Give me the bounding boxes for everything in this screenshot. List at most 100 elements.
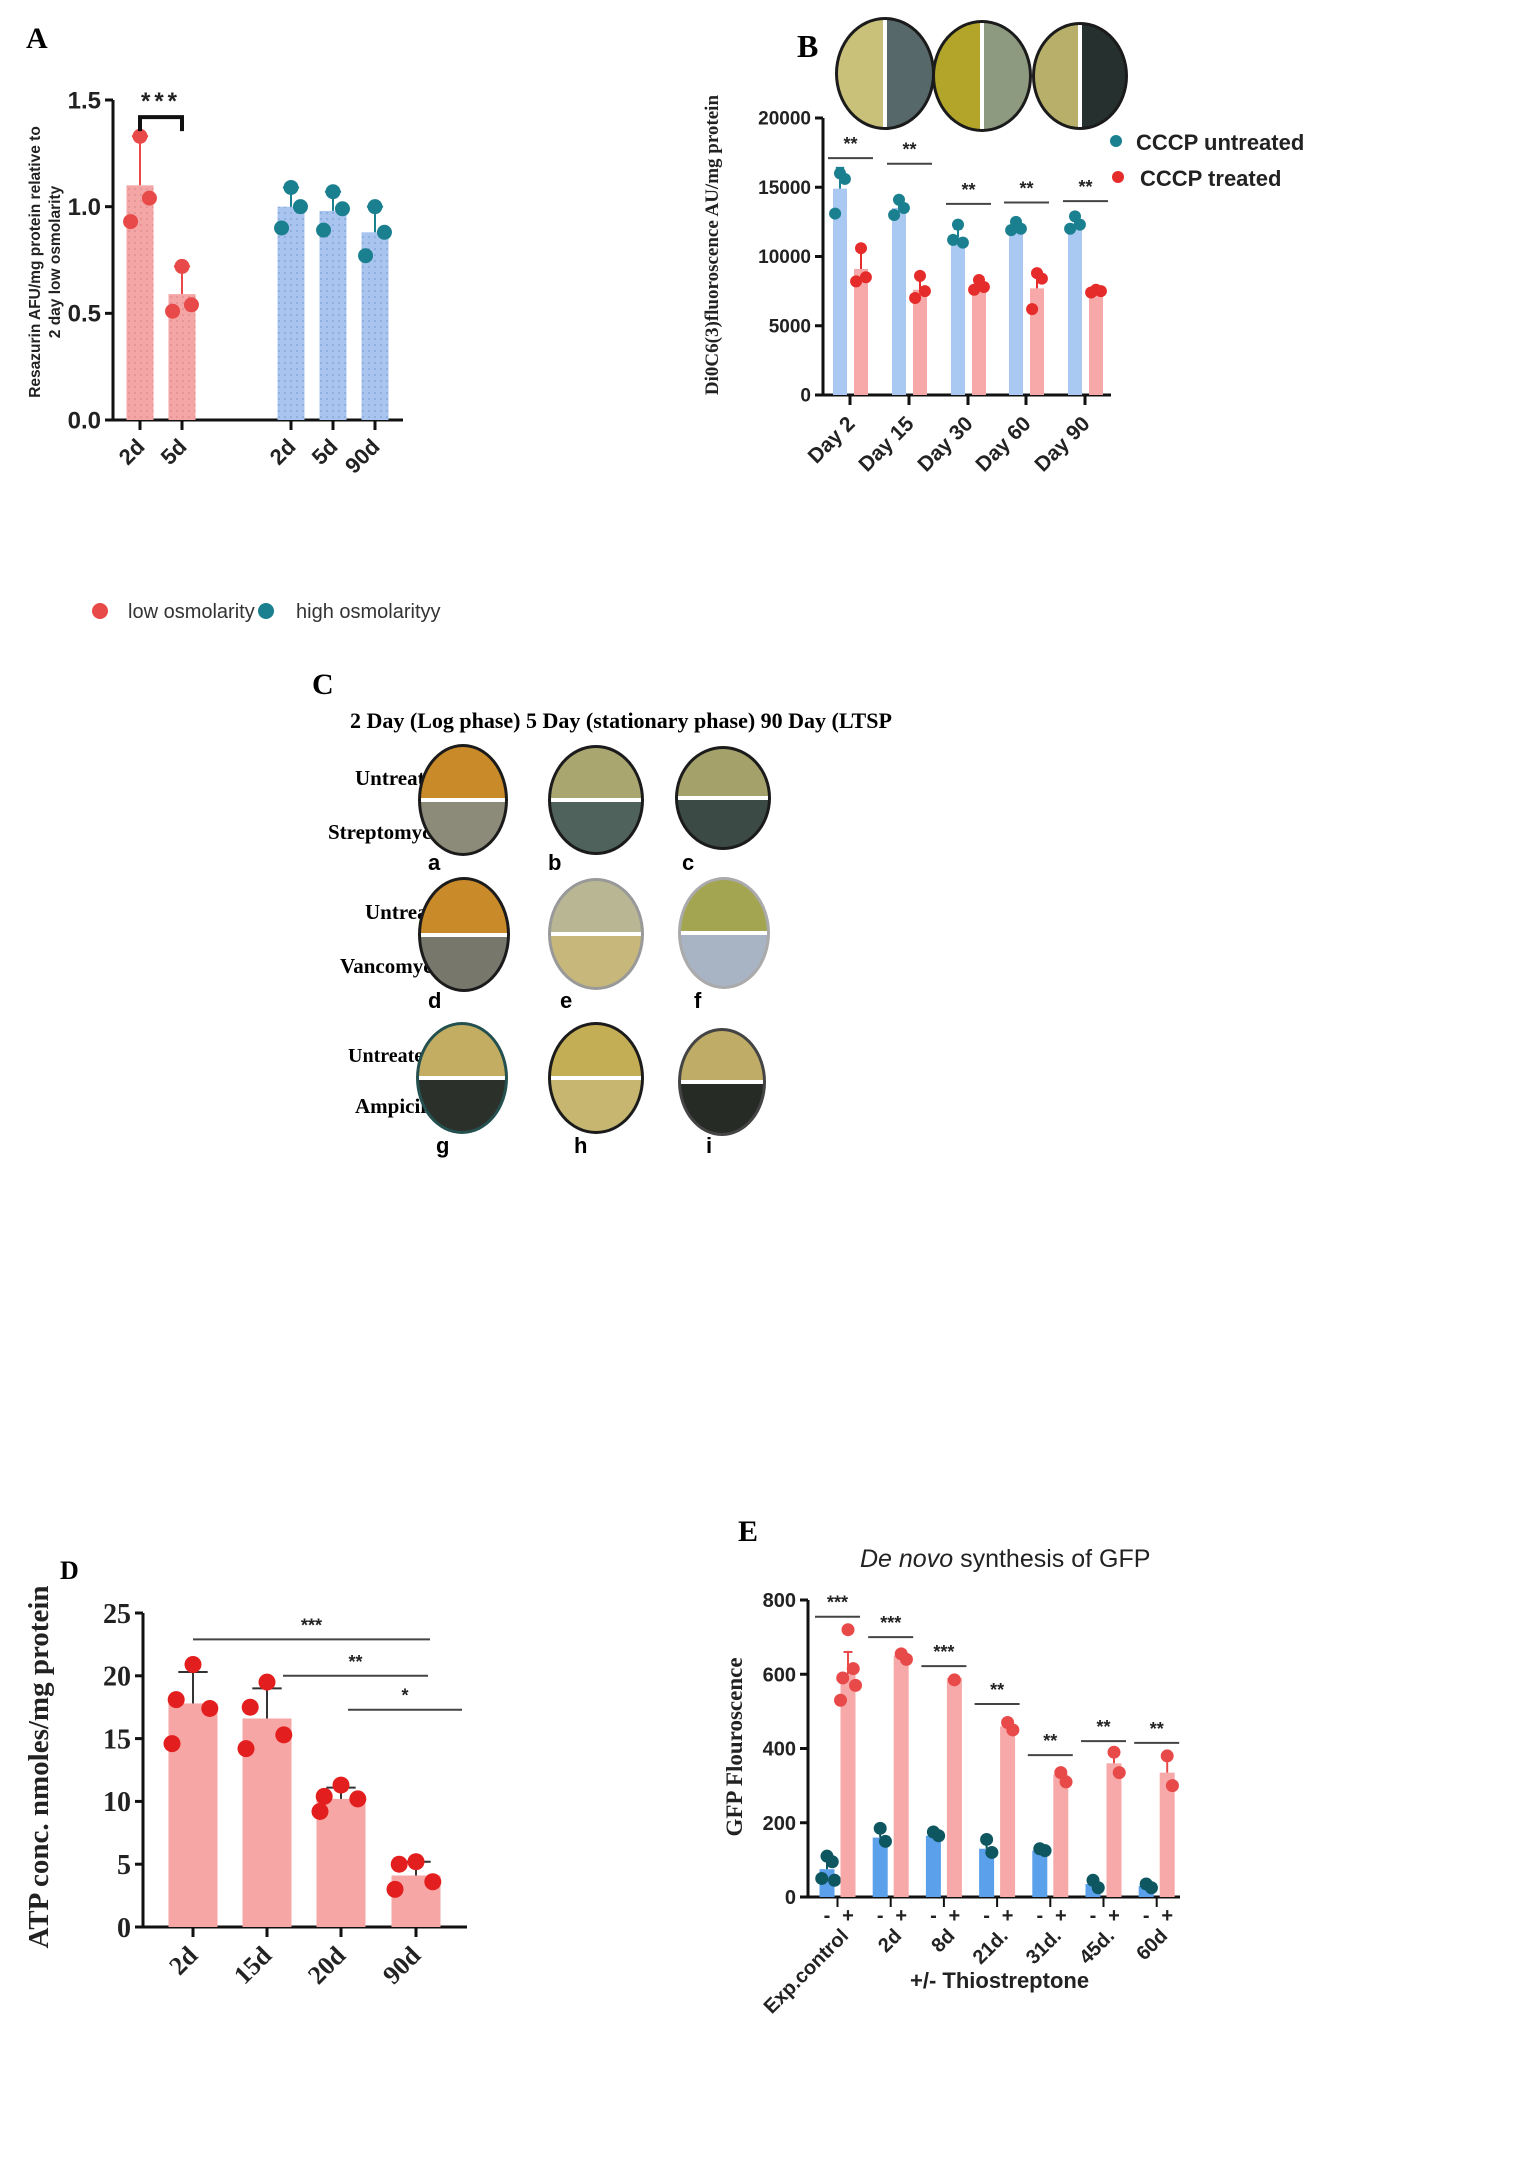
b-x-category-label: Day 15 <box>854 412 918 476</box>
plate-label-i: i <box>706 1133 713 1158</box>
a-legend-label-low: low osmolarity <box>128 601 255 623</box>
b-data-point <box>1026 303 1039 316</box>
panel-c-title: 2 Day (Log phase) 5 Day (stationary phas… <box>350 708 892 733</box>
b-data-point <box>888 208 901 221</box>
b-x-category-label: Day 30 <box>913 412 977 476</box>
plate-c <box>675 746 771 850</box>
b-data-point <box>850 275 863 288</box>
d-y-axis-label: ATP conc. nmoles/mg protein <box>23 1585 55 1948</box>
b-data-point <box>914 269 926 282</box>
plate-a <box>418 744 508 856</box>
a-data-point <box>292 199 308 215</box>
panel-letter-e: E <box>738 1515 759 1548</box>
e-significance-stars: ** <box>1096 1717 1110 1737</box>
panel-e-title: De novo synthesis of GFP <box>860 1545 1150 1574</box>
plate-b3 <box>1032 22 1128 130</box>
a-data-point <box>316 222 332 238</box>
b-data-point <box>859 271 872 284</box>
e-significance-stars: ** <box>990 1680 1004 1700</box>
b-y-tick-label: 0 <box>800 386 811 407</box>
a-data-point <box>367 199 383 215</box>
e-data-point <box>985 1845 999 1859</box>
d-x-tick-label: 20d <box>302 1940 351 1989</box>
a-x-tick-label: 5d <box>307 434 343 470</box>
e-sign-label: + <box>1002 1905 1014 1927</box>
plate-label-h: h <box>574 1133 588 1158</box>
d-data-point <box>424 1873 442 1891</box>
d-y-tick-label: 20 <box>103 1662 131 1693</box>
b-significance-stars: ** <box>902 140 916 160</box>
d-x-tick-label: 15d <box>228 1940 277 1989</box>
b-legend-marker-untreated <box>1110 135 1122 147</box>
e-bar <box>979 1848 995 1897</box>
e-significance-stars: *** <box>827 1593 848 1613</box>
a-data-point <box>183 297 199 313</box>
e-y-tick-label: 200 <box>763 1813 796 1835</box>
e-significance-stars: *** <box>933 1642 954 1662</box>
b-data-point <box>918 285 931 298</box>
e-sign-label: - <box>1090 1905 1097 1927</box>
plate-label-d: d <box>428 988 442 1013</box>
e-data-point <box>1107 1745 1121 1759</box>
e-data-point <box>1038 1844 1052 1858</box>
e-sign-label: + <box>1108 1905 1120 1927</box>
e-data-point <box>1059 1775 1073 1789</box>
e-sign-label: + <box>842 1905 854 1927</box>
a-x-tick-label: 5d <box>156 434 192 470</box>
plate-i <box>678 1028 766 1136</box>
a-legend-marker-high <box>258 603 274 619</box>
d-data-point <box>386 1880 404 1898</box>
e-sign-label: - <box>877 1905 884 1927</box>
b-bar <box>972 285 986 395</box>
a-y-tick-label: 0.0 <box>68 407 101 434</box>
b-significance-stars: ** <box>1078 177 1092 197</box>
e-sign-label: - <box>983 1905 990 1927</box>
d-significance-stars: * <box>401 1686 408 1706</box>
plate-g <box>416 1022 508 1134</box>
a-data-point <box>165 303 181 319</box>
b-bar <box>1009 226 1023 395</box>
e-sign-label: + <box>949 1905 961 1927</box>
a-legend-marker-low <box>92 603 108 619</box>
e-data-point <box>815 1871 829 1885</box>
e-bar <box>1053 1774 1069 1897</box>
plate-b2 <box>932 20 1032 132</box>
e-data-point <box>836 1671 850 1685</box>
e-sign-label: - <box>1036 1905 1043 1927</box>
plate-label-c: c <box>682 850 695 875</box>
plate-d <box>418 877 510 992</box>
d-bar <box>316 1798 366 1927</box>
b-legend-marker-treated <box>1112 171 1124 183</box>
b-legend-label-treated: CCCP treated <box>1140 166 1281 191</box>
b-significance-stars: ** <box>1019 178 1033 198</box>
e-sign-label: - <box>824 1905 831 1927</box>
e-data-point <box>1144 1881 1158 1895</box>
d-data-point <box>163 1735 181 1753</box>
d-data-point <box>258 1673 276 1691</box>
panel-letter-a: A <box>26 22 48 55</box>
b-y-tick-label: 20000 <box>758 109 811 130</box>
e-x-category-label: 21d. <box>969 1925 1013 1969</box>
e-data-point <box>1165 1779 1179 1793</box>
e-bar <box>840 1674 856 1897</box>
b-significance-stars: ** <box>961 180 975 200</box>
b-bar <box>913 289 927 395</box>
b-bar <box>1030 288 1044 395</box>
e-data-point <box>1006 1723 1020 1737</box>
b-significance-stars: ** <box>843 134 857 154</box>
d-y-tick-label: 0 <box>117 1913 131 1944</box>
b-data-point <box>855 242 867 255</box>
a-legend-label-high: high osmolarityy <box>296 601 441 623</box>
b-y-axis-label: Di0C6(3)fluoroscence AU/mg protein <box>702 95 723 396</box>
d-data-point <box>167 1691 185 1709</box>
e-data-point <box>841 1623 855 1637</box>
b-data-point <box>1094 285 1107 298</box>
e-data-point <box>932 1829 946 1843</box>
b-x-category-label: Day 60 <box>971 412 1035 476</box>
d-data-point <box>332 1776 350 1794</box>
e-x-category-label: 8d <box>927 1925 959 1957</box>
e-x-category-label: 60d <box>1132 1925 1172 1965</box>
e-y-tick-label: 800 <box>763 1590 796 1612</box>
d-significance-stars: ** <box>348 1652 362 1672</box>
